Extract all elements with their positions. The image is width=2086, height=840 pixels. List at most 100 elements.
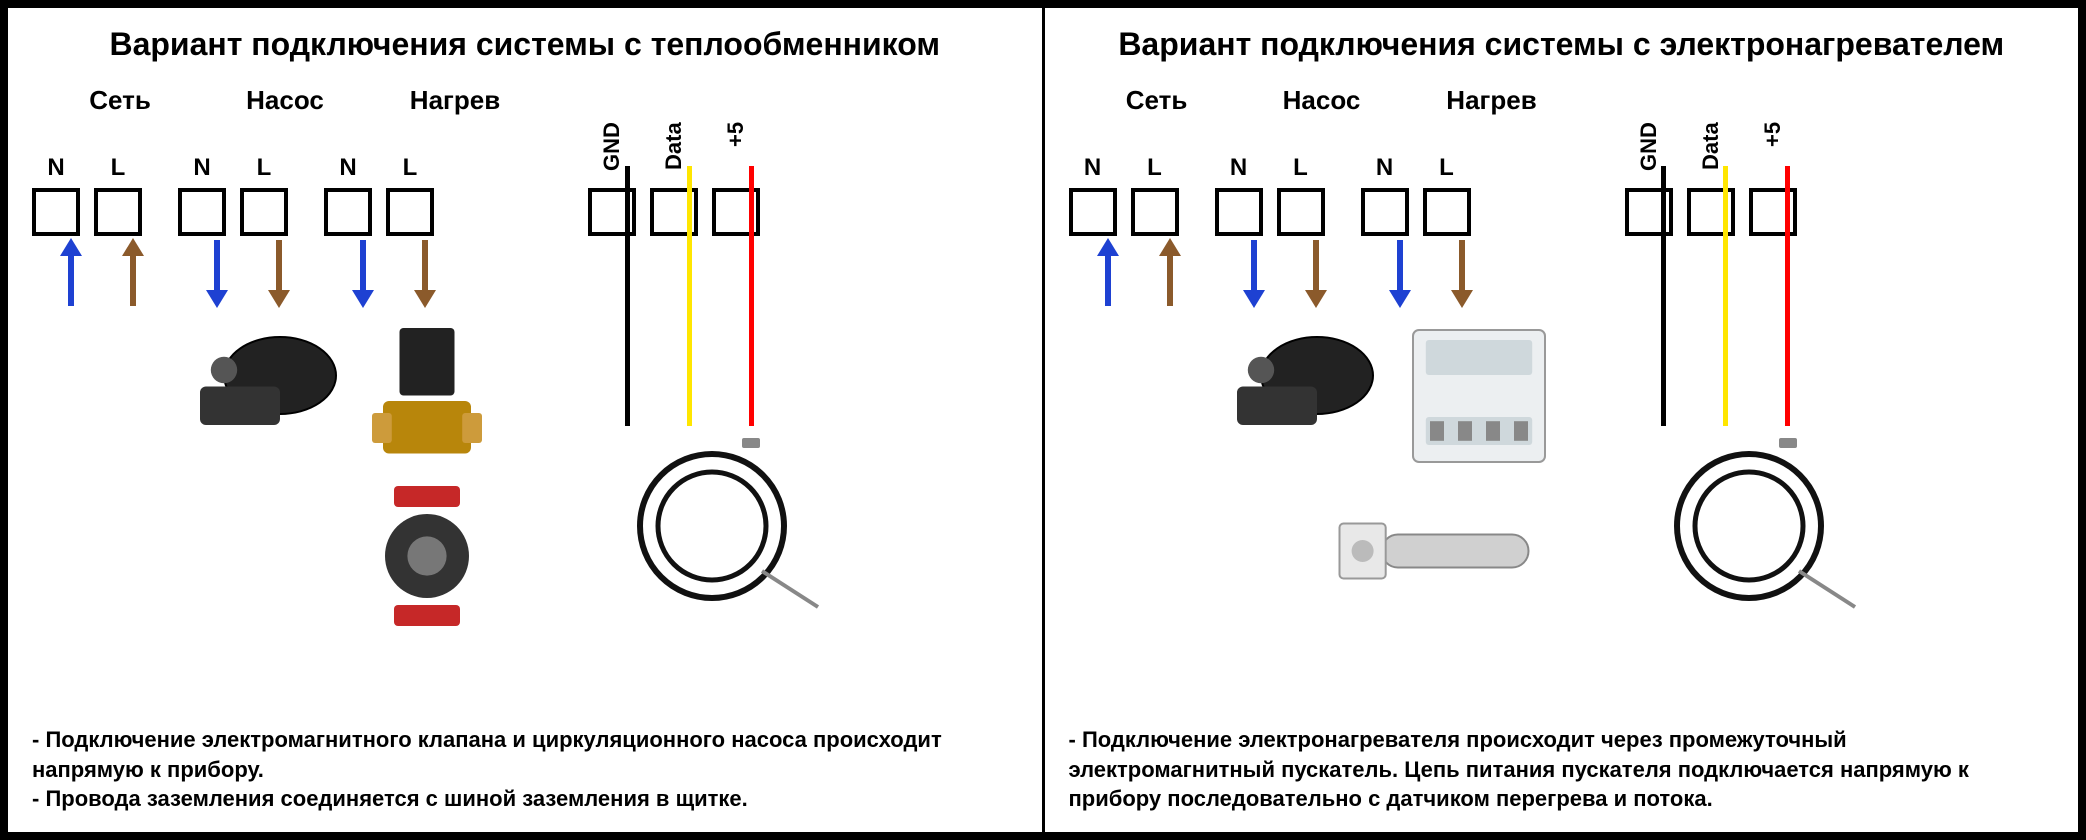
terminal-box bbox=[32, 188, 80, 236]
arrow-down-icon bbox=[1447, 238, 1477, 308]
arrow-down-icon bbox=[1239, 238, 1269, 308]
terminal-box bbox=[1277, 188, 1325, 236]
panel-body-0: СетьНасосНагрев N L N L N L GND Data +5 bbox=[32, 85, 1018, 586]
terminal: L bbox=[94, 154, 142, 236]
terminal-vlabel: GND bbox=[599, 122, 625, 182]
terminal: L bbox=[386, 154, 434, 236]
terminal-box bbox=[324, 188, 372, 236]
solenoid-valve-icon bbox=[372, 326, 482, 476]
group-labels: СетьНасосНагрев bbox=[40, 85, 1018, 116]
arrow-cell bbox=[248, 238, 310, 308]
terminal: N bbox=[324, 154, 372, 236]
terminal-vlabel: Data bbox=[1698, 122, 1724, 182]
group-label: Насос bbox=[200, 85, 370, 116]
terminal-label: N bbox=[1230, 154, 1247, 182]
group-labels: СетьНасосНагрев bbox=[1077, 85, 2055, 116]
terminal: N bbox=[1361, 154, 1409, 236]
terminal-box bbox=[94, 188, 142, 236]
circ-pump-icon bbox=[372, 486, 482, 626]
device-circ-pump bbox=[372, 486, 482, 626]
arrow-cell bbox=[1285, 238, 1347, 308]
arrow-up-icon bbox=[1093, 238, 1123, 308]
arrow-cell bbox=[40, 238, 102, 308]
heater-tube-icon bbox=[1329, 496, 1539, 606]
components-area bbox=[1069, 326, 2055, 586]
terminal-vlabel: +5 bbox=[723, 122, 749, 182]
device-sensor-cable bbox=[622, 436, 822, 616]
arrow-down-icon bbox=[1385, 238, 1415, 308]
arrow-cell bbox=[1431, 238, 1493, 308]
group-label: Насос bbox=[1237, 85, 1407, 116]
terminal-label: L bbox=[1439, 154, 1454, 182]
arrow-cell bbox=[1077, 238, 1139, 308]
panel-notes: - Подключение электромагнитного клапана … bbox=[32, 725, 1018, 814]
terminal-box bbox=[178, 188, 226, 236]
arrow-cell bbox=[1369, 238, 1431, 308]
terminal-label: N bbox=[47, 154, 64, 182]
terminal: L bbox=[1423, 154, 1471, 236]
terminal-box bbox=[386, 188, 434, 236]
device-pump-motor bbox=[1229, 326, 1389, 436]
device-sensor-cable bbox=[1659, 436, 1859, 616]
terminal-label: N bbox=[1084, 154, 1101, 182]
panel-body-1: СетьНасосНагрев N L N L N L GND Data +5 bbox=[1069, 85, 2055, 586]
panel-notes: - Подключение электронагревателя происхо… bbox=[1069, 725, 2055, 814]
terminal-box bbox=[1361, 188, 1409, 236]
terminal-label: L bbox=[403, 154, 418, 182]
group-label: Нагрев bbox=[1407, 85, 1577, 116]
pump-motor-icon bbox=[192, 326, 352, 436]
panel-right: Вариант подключения системы с электронаг… bbox=[1045, 8, 2079, 832]
arrow-down-icon bbox=[348, 238, 378, 308]
pump-motor-icon bbox=[1229, 326, 1389, 436]
terminal-box bbox=[1069, 188, 1117, 236]
group-label: Сеть bbox=[40, 85, 200, 116]
arrow-row bbox=[1077, 238, 2055, 308]
terminal-label: N bbox=[339, 154, 356, 182]
arrow-down-icon bbox=[410, 238, 440, 308]
terminal-row: N L N L N L GND Data +5 bbox=[32, 122, 1018, 236]
arrow-down-icon bbox=[264, 238, 294, 308]
sensor-cable-icon bbox=[1659, 436, 1859, 616]
sensor-cable-icon bbox=[622, 436, 822, 616]
terminal-label: N bbox=[193, 154, 210, 182]
terminal-box bbox=[1423, 188, 1471, 236]
terminal: L bbox=[240, 154, 288, 236]
terminal-box bbox=[1215, 188, 1263, 236]
group-label: Нагрев bbox=[370, 85, 540, 116]
terminal: N bbox=[178, 154, 226, 236]
terminal-label: L bbox=[257, 154, 272, 182]
terminal-label: N bbox=[1376, 154, 1393, 182]
device-pump-motor bbox=[192, 326, 352, 436]
terminal-vlabel: +5 bbox=[1760, 122, 1786, 182]
terminal-box bbox=[1131, 188, 1179, 236]
terminal-label: L bbox=[1147, 154, 1162, 182]
terminal: N bbox=[1069, 154, 1117, 236]
arrow-cell bbox=[1223, 238, 1285, 308]
group-label: Сеть bbox=[1077, 85, 1237, 116]
arrow-cell bbox=[102, 238, 164, 308]
terminal-label: L bbox=[111, 154, 126, 182]
terminal-vlabel: GND bbox=[1636, 122, 1662, 182]
terminal: N bbox=[1215, 154, 1263, 236]
terminal: N bbox=[32, 154, 80, 236]
arrow-up-icon bbox=[56, 238, 86, 308]
device-heater-tube bbox=[1329, 496, 1539, 606]
panel-left: Вариант подключения системы с теплообмен… bbox=[8, 8, 1042, 832]
arrow-down-icon bbox=[202, 238, 232, 308]
diagram-root: Вариант подключения системы с теплообмен… bbox=[0, 0, 2086, 840]
arrow-down-icon bbox=[1301, 238, 1331, 308]
terminal-box bbox=[240, 188, 288, 236]
arrow-cell bbox=[1139, 238, 1201, 308]
panel-title: Вариант подключения системы с электронаг… bbox=[1069, 26, 2055, 63]
terminal-row: N L N L N L GND Data +5 bbox=[1069, 122, 2055, 236]
components-area bbox=[32, 326, 1018, 586]
terminal: L bbox=[1277, 154, 1325, 236]
terminal-vlabel: Data bbox=[661, 122, 687, 182]
arrow-row bbox=[40, 238, 1018, 308]
panel-title: Вариант подключения системы с теплообмен… bbox=[32, 26, 1018, 63]
arrow-cell bbox=[394, 238, 456, 308]
device-contactor bbox=[1409, 326, 1549, 466]
contactor-icon bbox=[1409, 326, 1549, 466]
terminal-label: L bbox=[1293, 154, 1308, 182]
arrow-cell bbox=[186, 238, 248, 308]
